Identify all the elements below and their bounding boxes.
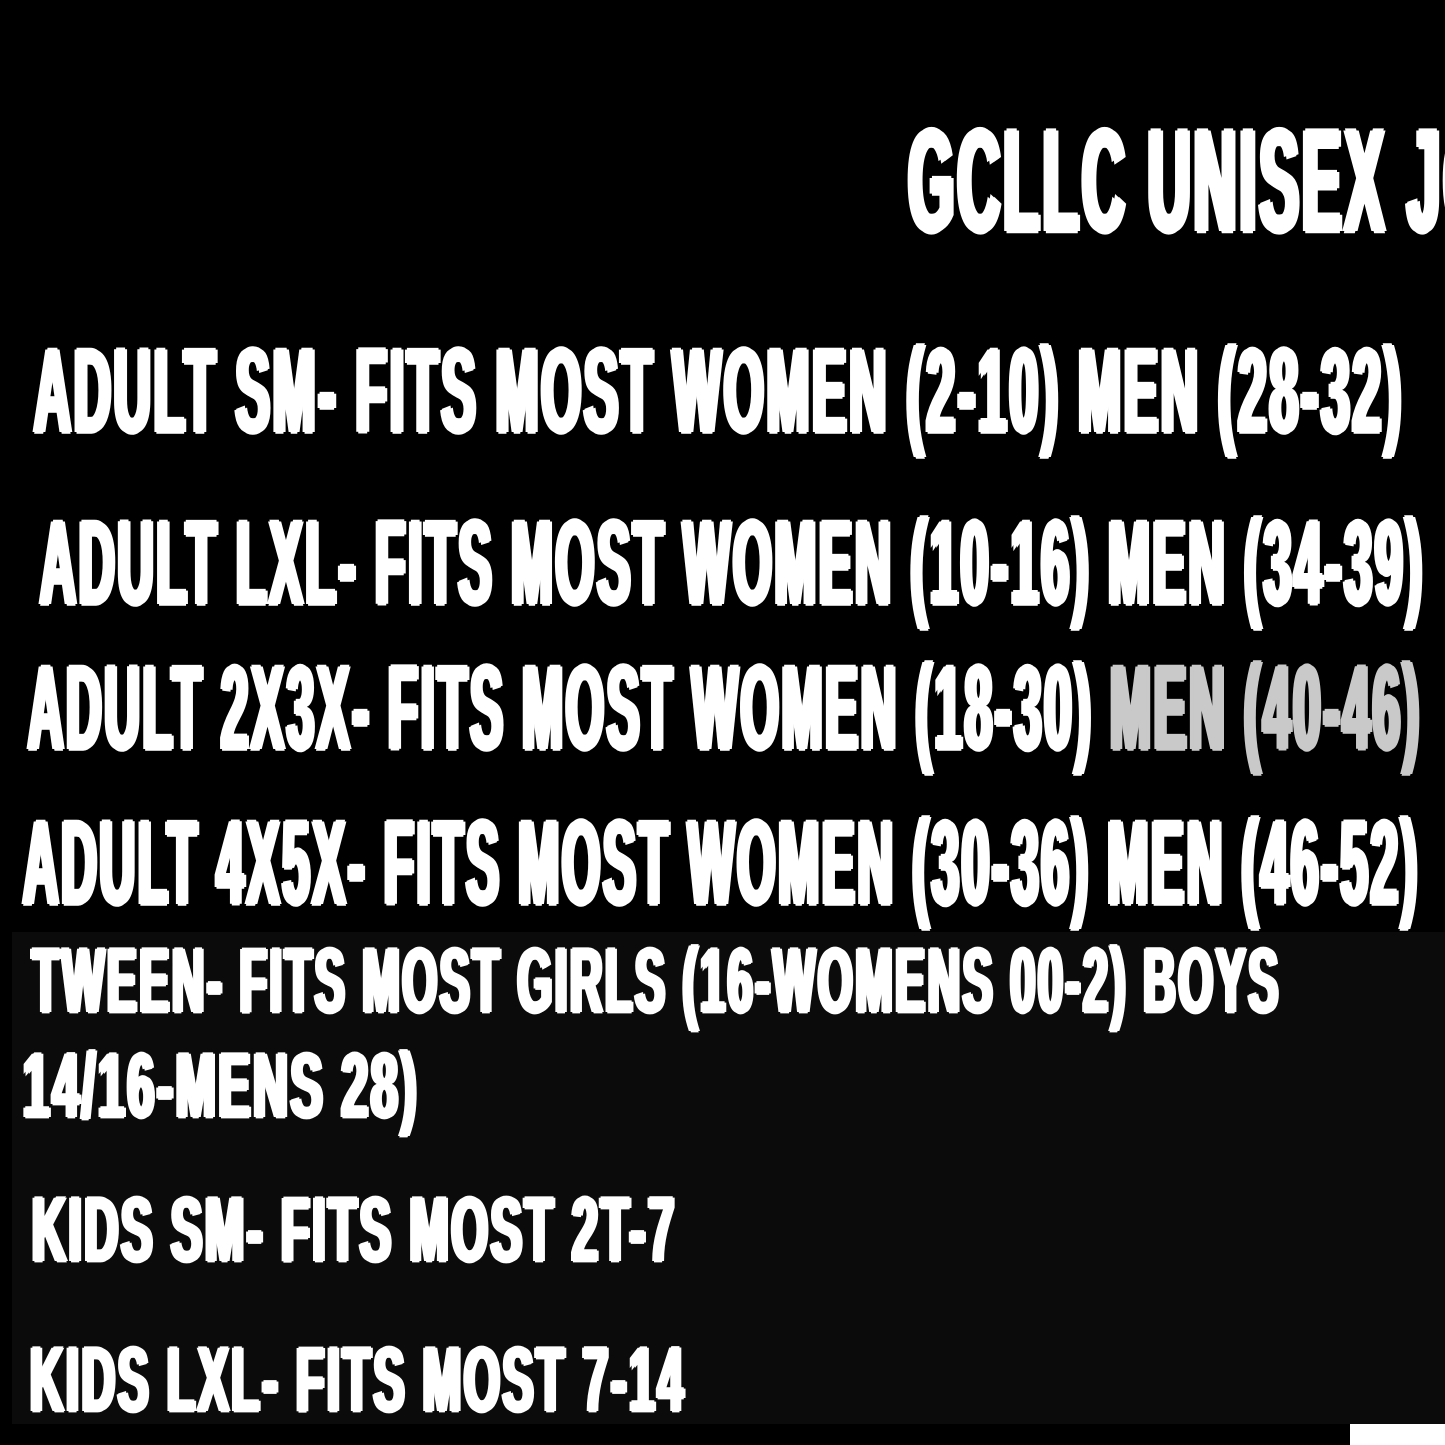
size-entry-kids-lxl: KIDS LXL- FITS MOST 7-14 (29, 1329, 1338, 1431)
size-entry-text: ADULT 4X5X- FITS MOST WOMEN (30-36) MEN … (22, 796, 1421, 930)
size-entry-text: ADULT LXL- FITS MOST WOMEN (10-16) MEN (… (39, 496, 1426, 630)
size-entry-text: KIDS LXL- FITS MOST 7-14 (29, 1329, 687, 1431)
size-entry-text: KIDS SM- FITS MOST 2T-7 (31, 1179, 677, 1281)
size-entry-adult-lxl: ADULT LXL- FITS MOST WOMEN (10-16) MEN (… (39, 496, 1445, 630)
size-entry-kids-sm: KIDS SM- FITS MOST 2T-7 (31, 1179, 1299, 1281)
size-entry-text-main: ADULT 2X3X- FITS MOST WOMEN (18-30) (27, 641, 1094, 775)
size-entry-text: 14/16-MENS 28) (22, 1035, 420, 1137)
title-text: GCLLC UNISEX JOGGERS SIZE CHART (908, 99, 1445, 262)
white-corner-artifact (1350, 1424, 1445, 1445)
size-entry-text: ADULT 2X3X- FITS MOST WOMEN (18-30) MEN … (27, 646, 1422, 770)
size-entry-text: TWEEN- FITS MOST GIRLS (16-WOMENS 00-2) … (31, 930, 1281, 1032)
size-entry-adult-4x5x: ADULT 4X5X- FITS MOST WOMEN (30-36) MEN … (22, 796, 1445, 930)
size-entry-text-dim: MEN (40-46) (1093, 641, 1423, 775)
page-title: GCLLC UNISEX JOGGERS SIZE CHART (0, 99, 1445, 262)
size-entry-text: ADULT SM- FITS MOST WOMEN (2-10) MEN (28… (33, 324, 1405, 458)
size-entry-tween: TWEEN- FITS MOST GIRLS (16-WOMENS 00-2) … (31, 930, 1445, 1032)
size-entry-tween-wrap: 14/16-MENS 28) (22, 1035, 785, 1137)
background-band (12, 932, 1445, 1424)
size-entry-adult-2x3x: ADULT 2X3X- FITS MOST WOMEN (18-30) MEN … (27, 646, 1445, 770)
size-entry-adult-sm: ADULT SM- FITS MOST WOMEN (2-10) MEN (28… (33, 324, 1445, 458)
